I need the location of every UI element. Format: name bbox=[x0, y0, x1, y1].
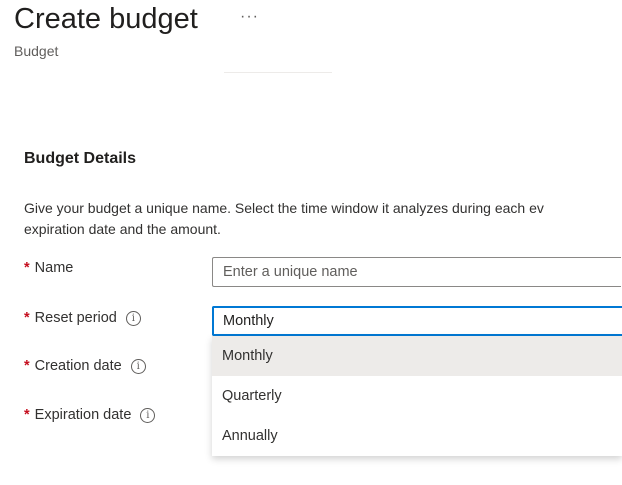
reset-period-label: * Reset period i bbox=[24, 310, 141, 326]
reset-period-dropdown: Monthly Quarterly Annually bbox=[212, 336, 622, 456]
label-text: Expiration date bbox=[34, 407, 132, 423]
info-icon[interactable]: i bbox=[140, 407, 156, 423]
more-options-button[interactable]: ··· bbox=[240, 8, 259, 25]
section-description: Give your budget a unique name. Select t… bbox=[24, 198, 622, 240]
info-icon[interactable]: i bbox=[130, 358, 146, 374]
description-line: Give your budget a unique name. Select t… bbox=[24, 200, 544, 216]
label-text: Creation date bbox=[34, 358, 122, 374]
required-marker: * bbox=[24, 310, 30, 326]
creation-date-label: * Creation date i bbox=[24, 358, 146, 374]
name-input[interactable]: Enter a unique name bbox=[212, 257, 621, 287]
name-placeholder: Enter a unique name bbox=[223, 264, 358, 280]
required-marker: * bbox=[24, 407, 30, 423]
page-subtitle: Budget bbox=[14, 43, 59, 59]
page-title: Create budget bbox=[14, 3, 198, 35]
required-marker: * bbox=[24, 358, 30, 374]
option-quarterly[interactable]: Quarterly bbox=[222, 388, 282, 404]
required-marker: * bbox=[24, 260, 30, 276]
info-icon[interactable]: i bbox=[125, 310, 141, 326]
divider bbox=[224, 72, 332, 73]
label-text: Reset period bbox=[34, 310, 117, 326]
reset-period-select[interactable]: Monthly bbox=[212, 306, 622, 336]
option-annually[interactable]: Annually bbox=[222, 428, 278, 444]
section-title: Budget Details bbox=[24, 150, 137, 167]
label-text: Name bbox=[34, 260, 74, 276]
expiration-date-label: * Expiration date i bbox=[24, 407, 156, 423]
name-label: * Name bbox=[24, 260, 73, 276]
option-monthly[interactable]: Monthly bbox=[212, 336, 622, 376]
description-line: expiration date and the amount. bbox=[24, 221, 221, 237]
